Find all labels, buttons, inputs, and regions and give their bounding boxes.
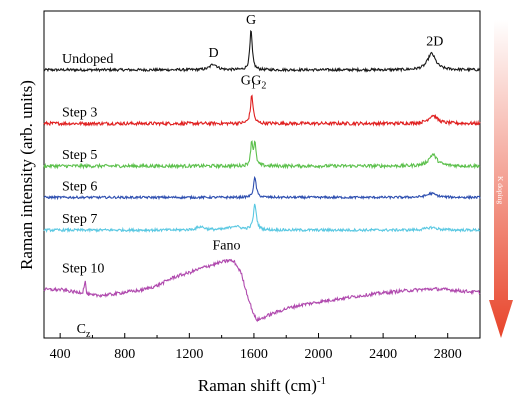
- doping-arrow-label: K doping: [496, 176, 505, 204]
- doping-arrow: K doping: [489, 20, 513, 338]
- series-line-step-3: [43, 94, 481, 128]
- series-labels: Undoped Step 3 Step 5 Step 6 Step 7 Step 10: [62, 52, 113, 277]
- x-tick-label: 2400: [369, 347, 397, 362]
- series-label-step-10: Step 10: [62, 262, 104, 277]
- annotation-fano: Fano: [212, 239, 240, 254]
- series-line-undoped: [43, 29, 481, 73]
- series-label-step-3: Step 3: [62, 105, 97, 120]
- series-label-step-6: Step 6: [62, 179, 97, 194]
- x-tick-label: 2000: [305, 347, 333, 362]
- series-label-step-5: Step 5: [62, 148, 97, 163]
- series-label-step-7: Step 7: [62, 212, 97, 227]
- x-tick-label: 800: [114, 347, 135, 362]
- x-tick-label: 2800: [434, 347, 462, 362]
- x-tick-label: 1600: [240, 347, 268, 362]
- series-line-step-5: [43, 140, 481, 170]
- annotation-2d: 2D: [426, 34, 443, 49]
- series-line-step-10: [43, 258, 481, 323]
- series-line-step-6: [43, 175, 481, 201]
- x-tick-label: 400: [50, 347, 71, 362]
- annotation-d: D: [208, 46, 218, 61]
- x-axis-title-exponent: -1: [317, 375, 326, 387]
- x-tick-label: 1200: [175, 347, 203, 362]
- x-axis-title: Raman shift (cm)-1: [198, 375, 326, 395]
- annotation-cz: Cz: [77, 322, 91, 340]
- y-axis-title: Raman intensity (arb. units): [17, 80, 36, 270]
- x-axis-title-text: Raman shift (cm): [198, 376, 317, 395]
- series-line-step-7: [43, 203, 481, 234]
- doping-arrow-shape: [489, 20, 513, 338]
- series-label-undoped: Undoped: [62, 52, 113, 67]
- x-axis-ticks: 400 800 1200 1600 2000 2400 2800: [50, 333, 462, 362]
- plot-frame: [43, 10, 481, 339]
- annotation-g: G: [246, 13, 256, 28]
- series-layer: [43, 29, 481, 323]
